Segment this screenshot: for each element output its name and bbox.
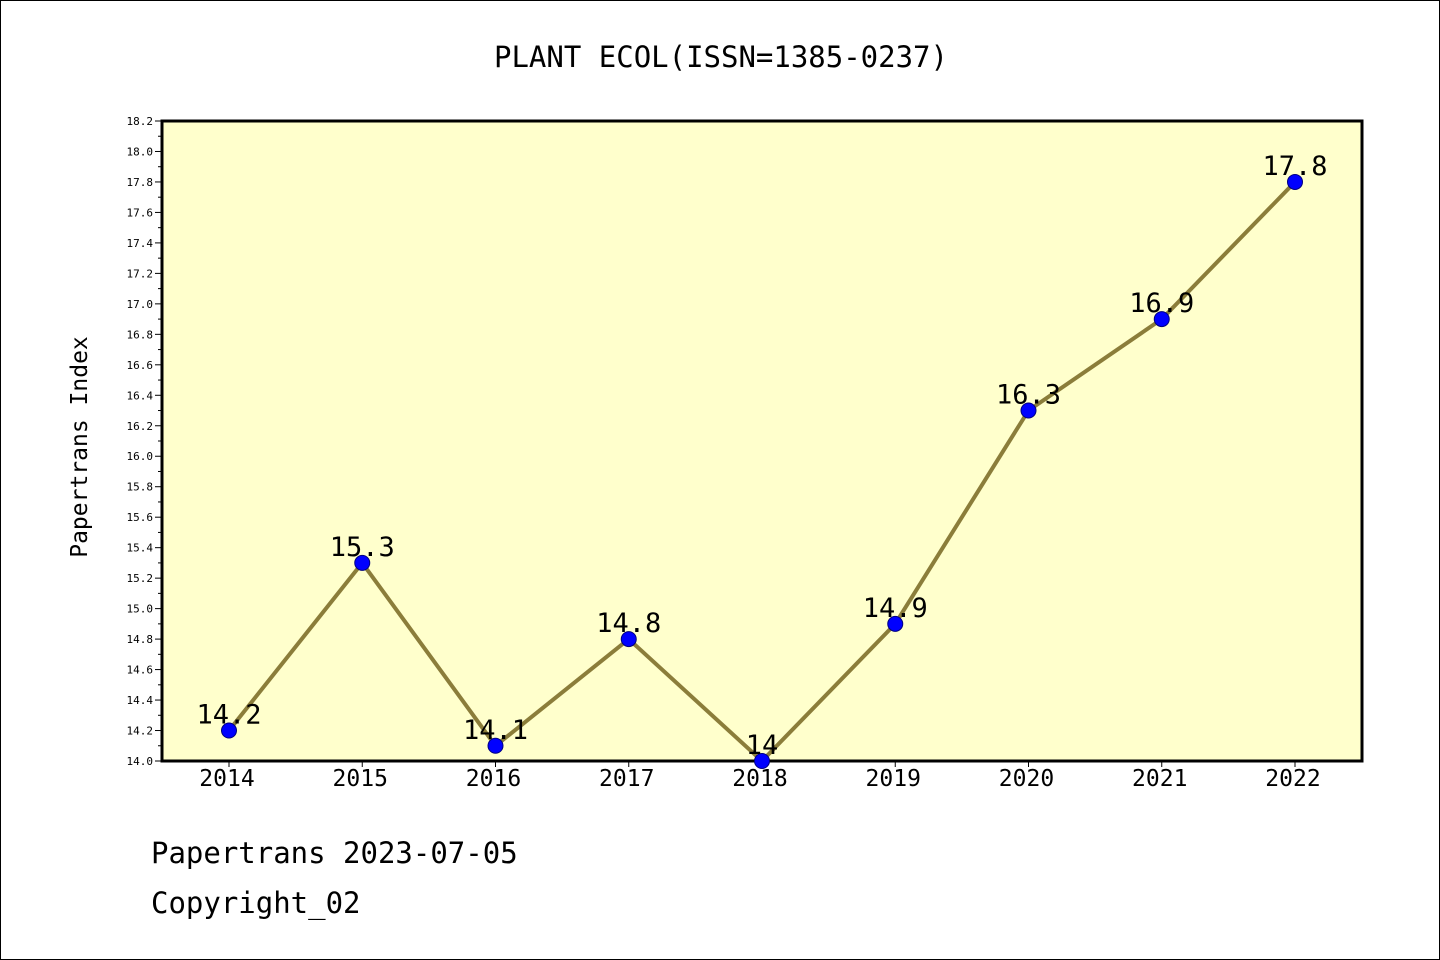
- plot-area: [160, 119, 1364, 763]
- y-tick-label: 14.0: [127, 755, 154, 768]
- x-tick-label: 2021: [1132, 766, 1187, 792]
- y-axis-label: Papertrans Index: [67, 336, 93, 558]
- y-tick-label: 16.0: [127, 450, 154, 463]
- y-axis-ticks: 14.0 14.2 14.4 14.6 14.8 15.0 15.2 15.4 15.6 15.8…: [127, 115, 162, 768]
- data-label: 14.8: [596, 608, 661, 639]
- y-tick-label: 17.0: [127, 298, 154, 311]
- footer-copyright-text: Copyright_02: [151, 886, 361, 920]
- data-point-marker: [487, 737, 504, 754]
- x-tick-label: 2022: [1265, 766, 1320, 792]
- y-tick-label: 15.4: [127, 542, 154, 555]
- data-point-marker: [754, 753, 770, 769]
- y-tick-label: 17.6: [127, 206, 154, 219]
- y-tick-label: 16.8: [127, 328, 154, 341]
- data-point-marker: [354, 554, 371, 571]
- chart-title: PLANT ECOL(ISSN=1385-0237): [494, 40, 948, 74]
- data-point-marker: [221, 722, 237, 739]
- y-tick-label: 15.8: [127, 481, 154, 494]
- data-point-marker: [620, 631, 637, 648]
- y-tick-label: 14.6: [127, 664, 154, 677]
- y-tick-label: 18.2: [127, 115, 154, 128]
- y-tick-label: 15.6: [127, 511, 154, 524]
- y-tick-label: 15.2: [127, 572, 154, 585]
- data-label: 14.1: [463, 715, 528, 746]
- x-tick-label: 2016: [466, 766, 521, 792]
- x-axis-ticks: 2014 2015 2016 2017 2018 2019 2020 2021 2022: [199, 761, 1321, 792]
- data-label: 14.9: [863, 593, 928, 624]
- x-tick-label: 2015: [333, 766, 388, 792]
- data-point-marker: [1287, 173, 1303, 190]
- y-tick-label: 16.6: [127, 359, 154, 372]
- data-point-marker: [887, 615, 904, 632]
- data-point-marker: [1153, 311, 1170, 328]
- y-tick-label: 14.8: [127, 633, 154, 646]
- footer-date-text: Papertrans 2023-07-05: [151, 836, 518, 870]
- data-label: 16.3: [996, 380, 1061, 411]
- x-tick-label: 2014: [199, 766, 254, 792]
- x-tick-label: 2020: [999, 766, 1054, 792]
- y-tick-label: 16.4: [127, 389, 154, 402]
- data-label: 15.3: [330, 532, 395, 563]
- data-label: 16.9: [1129, 288, 1194, 319]
- data-point-marker: [1020, 402, 1037, 419]
- y-tick-label: 17.2: [127, 267, 154, 280]
- x-tick-label: 2017: [599, 766, 654, 792]
- y-tick-label: 17.8: [127, 176, 154, 189]
- data-label: 14: [746, 730, 779, 761]
- x-tick-label: 2018: [732, 766, 787, 792]
- data-label: 17.8: [1262, 151, 1327, 182]
- y-tick-label: 14.4: [127, 694, 154, 707]
- y-tick-label: 16.2: [127, 420, 154, 433]
- y-tick-label: 18.0: [127, 145, 154, 158]
- y-tick-label: 15.0: [127, 603, 154, 616]
- data-label: 14.2: [196, 700, 261, 731]
- x-tick-label: 2019: [866, 766, 921, 792]
- y-tick-label: 17.4: [127, 237, 154, 250]
- series-group: 14.2 15.3 14.1 14.8 14 14.9 16.3 16.9 17.8: [196, 151, 1328, 769]
- y-tick-label: 14.2: [127, 725, 154, 738]
